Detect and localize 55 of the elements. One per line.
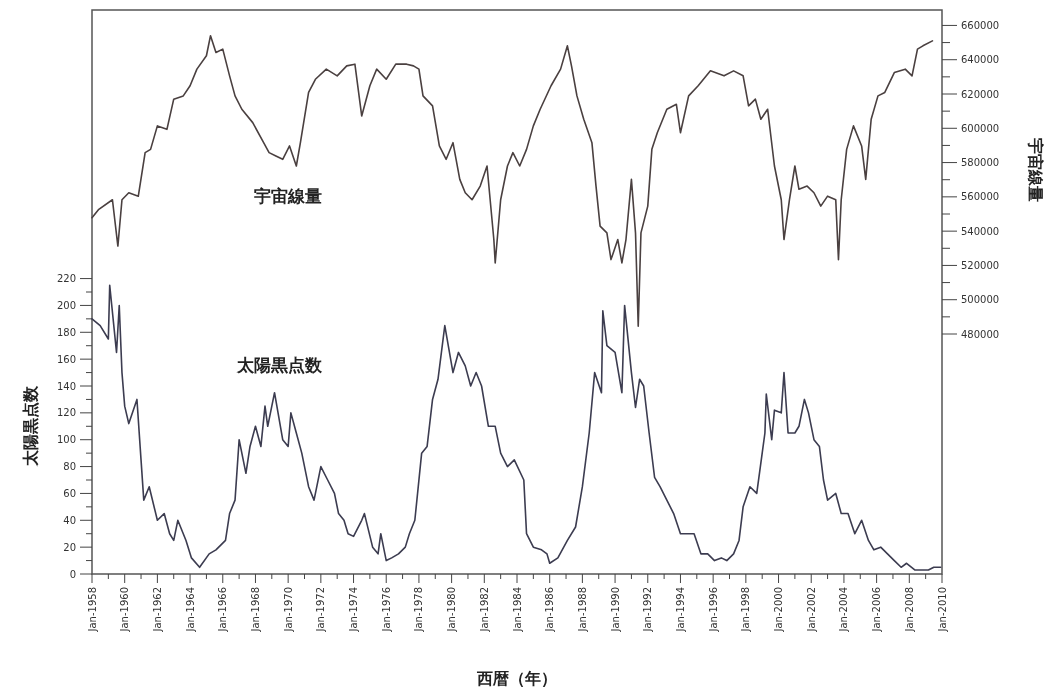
y-tick-label: 40 — [63, 514, 76, 526]
x-tick-label: Jan-2004 — [838, 587, 850, 633]
x-tick-label: Jan-1998 — [740, 587, 752, 633]
y-tick-label: 140 — [56, 380, 76, 392]
y-tick-label: 20 — [63, 541, 76, 553]
y-tick-label: 0 — [69, 568, 76, 580]
x-tick-label: Jan-1990 — [609, 587, 621, 633]
y-tick-label: 220 — [56, 273, 76, 285]
y2-tick-label: 660000 — [961, 19, 1000, 31]
x-tick-label: Jan-1978 — [413, 587, 425, 633]
y2-tick-label: 500000 — [961, 294, 1000, 306]
x-tick-label: Jan-1986 — [544, 587, 556, 633]
y2-tick-label: 520000 — [961, 259, 1000, 271]
y-tick-label: 80 — [63, 461, 76, 473]
y2-tick-label: 560000 — [961, 191, 1000, 203]
x-tick-label: Jan-1972 — [315, 587, 327, 633]
y-axis-title: 太陽黒点数 — [20, 385, 40, 468]
x-tick-label: Jan-1958 — [86, 587, 98, 633]
y2-tick-label: 480000 — [961, 328, 1000, 340]
x-tick-label: Jan-1968 — [249, 587, 261, 633]
series-label: 太陽黒点数 — [235, 355, 323, 376]
x-tick-label: Jan-1994 — [674, 587, 686, 633]
y-tick-label: 180 — [56, 326, 76, 338]
y-tick-label: 60 — [63, 487, 76, 499]
y2-tick-label: 640000 — [961, 54, 1000, 66]
x-tick-label: Jan-1962 — [151, 587, 163, 633]
x-tick-label: Jan-1988 — [576, 587, 588, 633]
x-tick-label: Jan-1964 — [184, 587, 196, 633]
x-tick-label: Jan-1992 — [642, 587, 654, 633]
y2-tick-label: 620000 — [961, 88, 1000, 100]
y-tick-label: 100 — [56, 434, 76, 446]
y2-tick-label: 580000 — [961, 157, 1000, 169]
x-tick-label: Jan-2000 — [773, 587, 785, 633]
x-tick-label: Jan-2010 — [936, 587, 948, 633]
x-axis-title: 西暦（年） — [476, 669, 557, 688]
y2-tick-label: 600000 — [961, 122, 1000, 134]
x-tick-label: Jan-1976 — [380, 587, 392, 633]
x-tick-label: Jan-1966 — [217, 587, 229, 633]
y-tick-label: 200 — [56, 299, 76, 311]
x-tick-label: Jan-1984 — [511, 587, 523, 633]
x-tick-label: Jan-2002 — [805, 587, 817, 633]
x-tick-label: Jan-1970 — [282, 587, 294, 633]
x-tick-label: Jan-1960 — [119, 587, 131, 633]
y-tick-label: 120 — [56, 407, 76, 419]
y2-tick-label: 540000 — [961, 225, 1000, 237]
x-tick-label: Jan-2008 — [903, 587, 915, 633]
y2-axis-title: 宇宙線量 — [1025, 138, 1045, 202]
x-tick-label: Jan-1980 — [446, 587, 458, 633]
x-tick-label: Jan-2006 — [871, 587, 883, 633]
y-tick-label: 160 — [56, 353, 76, 365]
line-series — [91, 34, 934, 328]
x-tick-label: Jan-1996 — [707, 587, 719, 633]
x-tick-label: Jan-1982 — [478, 587, 490, 633]
series-label: 宇宙線量 — [253, 186, 322, 207]
x-tick-label: Jan-1974 — [348, 587, 360, 633]
